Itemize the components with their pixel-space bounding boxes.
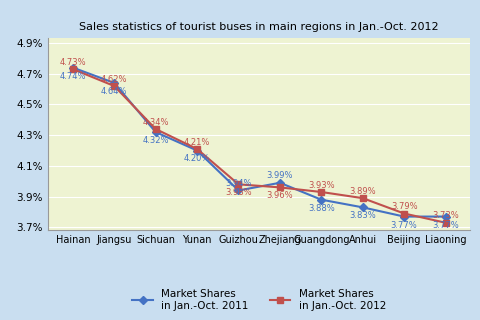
Text: 4.32%: 4.32% xyxy=(143,136,169,145)
Text: 4.62%: 4.62% xyxy=(101,75,128,84)
Market Shares
in Jan.-Oct. 2012 xyxy=(194,147,200,151)
Legend: Market Shares
in Jan.-Oct. 2011, Market Shares
in Jan.-Oct. 2012: Market Shares in Jan.-Oct. 2011, Market … xyxy=(132,289,386,311)
Market Shares
in Jan.-Oct. 2011 xyxy=(277,181,283,185)
Text: 3.77%: 3.77% xyxy=(432,220,459,229)
Market Shares
in Jan.-Oct. 2012 xyxy=(318,190,324,194)
Market Shares
in Jan.-Oct. 2011 xyxy=(360,205,366,209)
Text: 3.77%: 3.77% xyxy=(391,220,418,229)
Market Shares
in Jan.-Oct. 2012 xyxy=(111,84,117,88)
Text: 4.21%: 4.21% xyxy=(184,138,210,147)
Text: 3.79%: 3.79% xyxy=(391,202,418,211)
Text: 3.93%: 3.93% xyxy=(308,180,335,189)
Market Shares
in Jan.-Oct. 2011 xyxy=(236,188,241,192)
Market Shares
in Jan.-Oct. 2011 xyxy=(111,81,117,85)
Market Shares
in Jan.-Oct. 2011 xyxy=(153,130,158,134)
Market Shares
in Jan.-Oct. 2011 xyxy=(318,198,324,202)
Text: 4.73%: 4.73% xyxy=(60,58,86,67)
Text: 4.34%: 4.34% xyxy=(143,118,169,127)
Text: 3.89%: 3.89% xyxy=(349,187,376,196)
Market Shares
in Jan.-Oct. 2012 xyxy=(236,182,241,186)
Text: 4.64%: 4.64% xyxy=(101,87,128,96)
Market Shares
in Jan.-Oct. 2012 xyxy=(401,212,407,215)
Market Shares
in Jan.-Oct. 2011 xyxy=(401,215,407,219)
Market Shares
in Jan.-Oct. 2011 xyxy=(194,148,200,152)
Text: 3.83%: 3.83% xyxy=(349,211,376,220)
Text: 4.74%: 4.74% xyxy=(60,72,86,81)
Title: Sales statistics of tourist buses in main regions in Jan.-Oct. 2012: Sales statistics of tourist buses in mai… xyxy=(79,22,439,32)
Market Shares
in Jan.-Oct. 2012 xyxy=(360,196,366,200)
Market Shares
in Jan.-Oct. 2012 xyxy=(70,67,76,71)
Text: 3.88%: 3.88% xyxy=(308,204,335,212)
Text: 4.20%: 4.20% xyxy=(184,155,210,164)
Market Shares
in Jan.-Oct. 2011 xyxy=(70,66,76,69)
Line: Market Shares
in Jan.-Oct. 2012: Market Shares in Jan.-Oct. 2012 xyxy=(70,66,448,226)
Line: Market Shares
in Jan.-Oct. 2011: Market Shares in Jan.-Oct. 2011 xyxy=(70,65,448,219)
Text: 3.73%: 3.73% xyxy=(432,211,459,220)
Market Shares
in Jan.-Oct. 2011 xyxy=(443,215,448,219)
Text: 3.96%: 3.96% xyxy=(266,191,293,200)
Text: 3.98%: 3.98% xyxy=(225,188,252,197)
Market Shares
in Jan.-Oct. 2012 xyxy=(277,186,283,189)
Market Shares
in Jan.-Oct. 2012 xyxy=(153,127,158,131)
Market Shares
in Jan.-Oct. 2012 xyxy=(443,221,448,225)
Text: 3.94%: 3.94% xyxy=(225,179,252,188)
Text: 3.99%: 3.99% xyxy=(267,172,293,180)
